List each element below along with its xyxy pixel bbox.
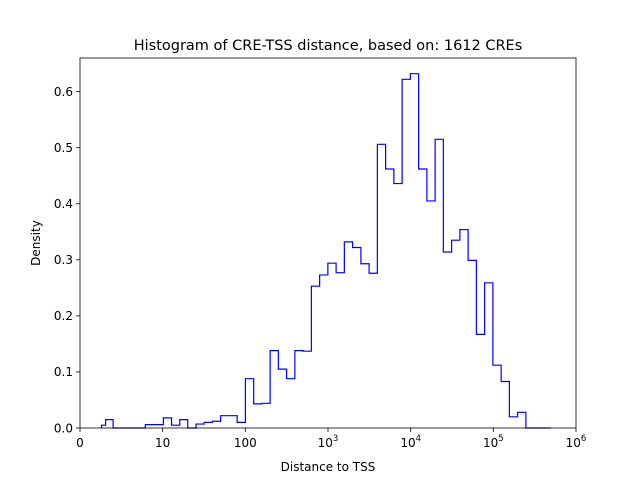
x-tick-label: 106 [566,434,587,450]
x-tick-label: 10 [155,436,170,450]
x-axis-label: Distance to TSS [281,460,376,474]
x-tick-label: 100 [234,436,257,450]
chart-title: Histogram of CRE-TSS distance, based on:… [134,38,523,54]
x-tick-label: 104 [400,434,421,450]
y-tick-label: 0.1 [54,365,73,379]
y-axis: 0.0 0.1 0.2 0.3 0.4 0.5 0.6 [54,85,80,435]
x-axis: 0 10 100 103 104 105 106 [76,428,586,450]
histogram-step-line [100,73,551,429]
y-axis-label: Density [29,220,43,266]
y-tick-label: 0.3 [54,253,73,267]
x-tick-label: 103 [318,434,339,450]
y-tick-label: 0.6 [54,85,73,99]
y-tick-label: 0.5 [54,141,73,155]
x-tick-label: 0 [76,436,84,450]
y-tick-label: 0.2 [54,309,73,323]
y-tick-label: 0.0 [54,421,73,435]
x-tick-label: 105 [483,434,504,450]
y-tick-label: 0.4 [54,197,73,211]
